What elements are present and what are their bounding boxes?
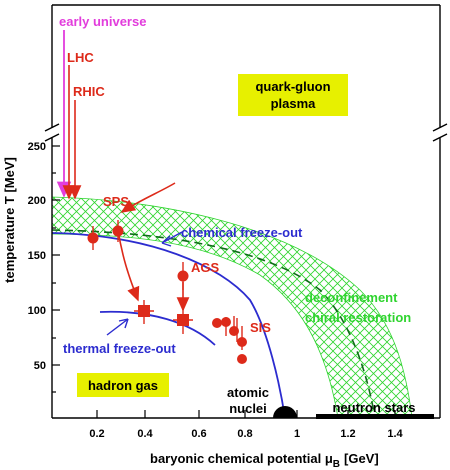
thermal-freezeout-points [138,305,189,326]
thermal-freezeout-label: thermal freeze-out [63,341,176,356]
y-tick-label: 50 [34,360,46,372]
data-point-square [138,305,150,317]
chemical-freezeout-label: chemical freeze-out [181,225,303,240]
chemical-freezeout-curve [51,232,286,419]
deconfinement-label: deconfinement [305,290,398,305]
x-tick-label: 0.2 [89,428,104,440]
axis-break-marks [44,123,448,142]
data-point [221,317,231,327]
qgp-label-line2: plasma [271,96,317,111]
y-tick-labels: 250 200 150 100 50 [28,141,46,372]
data-point [112,225,124,237]
chiral-restoration-label: chiral restoration [305,310,411,325]
data-point [229,326,239,336]
x-axis-title-main: baryonic chemical potential μ [150,451,333,466]
sps-label: SPS [103,194,129,209]
chemical-freezeout-points [87,225,247,364]
neutron-stars-bar [316,414,434,419]
x-tick-label: 1.4 [387,428,403,440]
thermal-freezeout-pointer-head [118,318,129,329]
x-tick-labels: 0.2 0.4 0.6 0.8 1 1.2 1.4 [89,428,403,440]
sis-label: SIS [250,320,271,335]
thermal-freezeout-curve [99,310,216,346]
rhic-label: RHIC [73,84,105,99]
x-tick-label: 0.4 [137,428,153,440]
x-axis-title: baryonic chemical potential μB [GeV] [150,451,379,470]
plot-frame [51,4,441,419]
hadron-gas-label: hadron gas [88,378,158,393]
ags-label: AGS [191,260,220,275]
y-tick-label: 150 [28,250,46,262]
data-point-square [177,314,189,326]
hadron-gas-box [77,373,169,397]
y-tick-label: 100 [28,305,46,317]
data-point [87,232,99,244]
y-axis-ticks [52,145,60,393]
x-tick-label: 0.6 [191,428,206,440]
neutron-stars-label: neutron stars [332,400,415,415]
x-tick-label: 1 [294,428,300,440]
x-axis-ticks [96,410,396,418]
data-point [237,354,247,364]
x-axis-title-unit: [GeV] [344,451,379,466]
x-tick-label: 1.2 [340,428,355,440]
y-tick-label: 200 [28,195,46,207]
chemical-freezeout-pointer [161,231,183,244]
early-universe-label: early universe [59,14,146,29]
x-axis-title-sub: B [333,459,340,470]
thermal-freezeout-pointer [106,318,129,336]
x-tick-label: 0.8 [237,428,252,440]
atomic-nuclei-marker [273,406,297,418]
qgp-box [238,74,348,116]
y-tick-label: 250 [28,141,46,153]
lhc-label: LHC [67,50,94,65]
data-point [237,337,247,347]
atomic-nuclei-label-line2: nuclei [229,401,267,416]
qgp-label-line1: quark-gluon [255,79,330,94]
deconfinement-line [51,229,376,419]
atomic-nuclei-label-line1: atomic [227,385,269,400]
y-axis-title: temperature T [MeV] [2,157,17,283]
data-point [212,318,222,328]
chemical-freezeout-pointer-head [161,235,172,247]
sps-thermal-arrow [117,229,140,302]
data-point [177,270,189,282]
sps-trajectory [120,182,176,213]
